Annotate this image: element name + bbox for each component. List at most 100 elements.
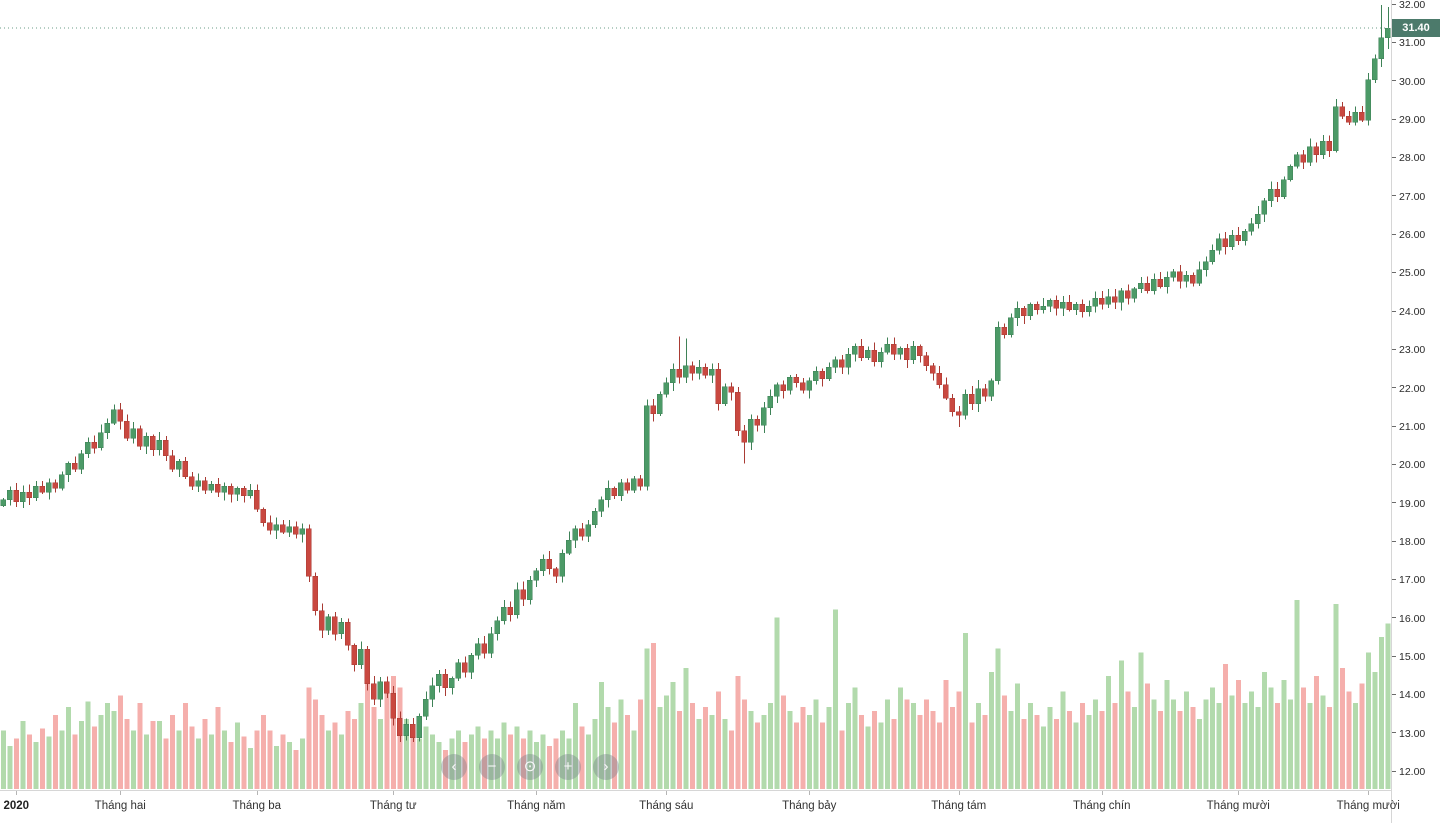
volume-bar [540,734,546,789]
candle-body [670,369,676,383]
volume-bar [728,730,734,789]
candle-body [1034,303,1040,311]
volume-bar [1274,703,1280,789]
volume-bar [566,738,572,789]
time-tick-mark [1368,791,1370,795]
volume-bar [33,742,39,789]
volume-bar [884,699,890,789]
candle-body [481,643,488,654]
candle-body [1333,106,1339,151]
candle-body [1021,307,1027,316]
candle-body [546,558,553,570]
candle-body [1346,115,1352,123]
time-axis-label: Tháng tám [931,800,987,812]
volume-bar [182,703,188,789]
zoom-out-button[interactable]: − [479,754,505,780]
volume-bar [462,742,468,789]
volume-bar [1040,726,1046,789]
volume-bar [111,711,117,789]
volume-bar [384,681,390,790]
volume-bar [611,722,617,789]
candle-body [826,367,832,380]
candle-body [605,487,611,500]
volume-bar [130,730,136,789]
volume-bar [657,707,663,789]
candle-body [800,382,806,391]
time-tick-mark [1101,791,1103,795]
volume-bar [754,722,760,789]
candle-body [1248,223,1255,232]
volume-bar [767,703,773,789]
volume-bar [748,711,754,789]
candle-body [507,606,514,616]
volume-bar [371,707,377,789]
volume-bar [670,681,676,790]
volume-bar [1359,683,1365,789]
price-tick-label: 32.00 [1392,0,1440,11]
candle-body [1235,234,1242,242]
candle-body [540,558,546,571]
zoom-in-button[interactable]: + [555,754,581,780]
volume-bar [1339,668,1345,789]
volume-bar [650,642,656,790]
pan-right-button[interactable]: › [593,754,619,780]
candle-body [650,405,657,414]
volume-bar [819,722,825,789]
candle-body [299,528,306,535]
price-tick-mark [1392,387,1396,389]
volume-bar [618,699,624,789]
candle-body [1183,275,1190,282]
volume-bar [1027,703,1033,789]
candlestick-chart[interactable] [0,0,1391,790]
candle-body [722,386,728,405]
volume-bar [202,718,208,789]
volume-bar [254,730,260,789]
candle-body [1144,282,1151,291]
reset-zoom-button[interactable]: ⊙ [517,754,543,780]
volume-bar [423,726,429,789]
candle-body [364,649,371,685]
volume-bar [696,718,702,789]
volume-bar [644,648,650,789]
candle-body [104,422,111,433]
candle-body [839,359,845,368]
candle-body [676,369,683,378]
volume-bar [1086,714,1092,789]
candle-body [312,576,319,612]
volume-bar [65,707,71,789]
volume-bar [403,718,409,789]
candle-body [923,355,930,366]
price-tick-mark [1392,540,1396,542]
candle-body [26,491,33,499]
time-axis-label: Tháng năm [507,800,566,812]
price-axis[interactable]: 31.40 12.00 13.00 14.00 15.00 16.00 17.00 18.0… [1391,0,1440,823]
price-tick-label: 28.00 [1392,152,1440,164]
volume-bar [1001,695,1007,789]
price-tick-mark [1392,233,1396,235]
time-axis[interactable]: 2020 Tháng hai Tháng ba Tháng tư Tháng năm Th… [0,790,1400,823]
volume-bar [1112,703,1118,789]
volume-bar [0,730,6,789]
candle-body [1027,303,1034,316]
volume-bar [858,714,864,789]
volume-bar [676,711,682,789]
candle-body [624,482,631,491]
volume-bar [787,711,793,789]
time-tick-mark [809,791,811,795]
time-axis-label: Tháng hai [94,800,146,812]
candle-body [1060,301,1066,309]
volume-bar [1229,695,1235,789]
candle-body [871,349,878,362]
volume-bar [475,726,481,789]
volume-bar [39,728,45,789]
pan-left-button[interactable]: ‹ [441,754,467,780]
candle-body [1170,271,1177,278]
price-tick-mark [1392,463,1396,465]
price-tick-label: 19.00 [1392,498,1440,510]
candle-body [1216,238,1222,251]
price-tick-label: 22.00 [1392,383,1440,395]
time-tick-mark [16,791,18,795]
volume-bar [1385,623,1391,790]
candle-body [1203,261,1209,270]
